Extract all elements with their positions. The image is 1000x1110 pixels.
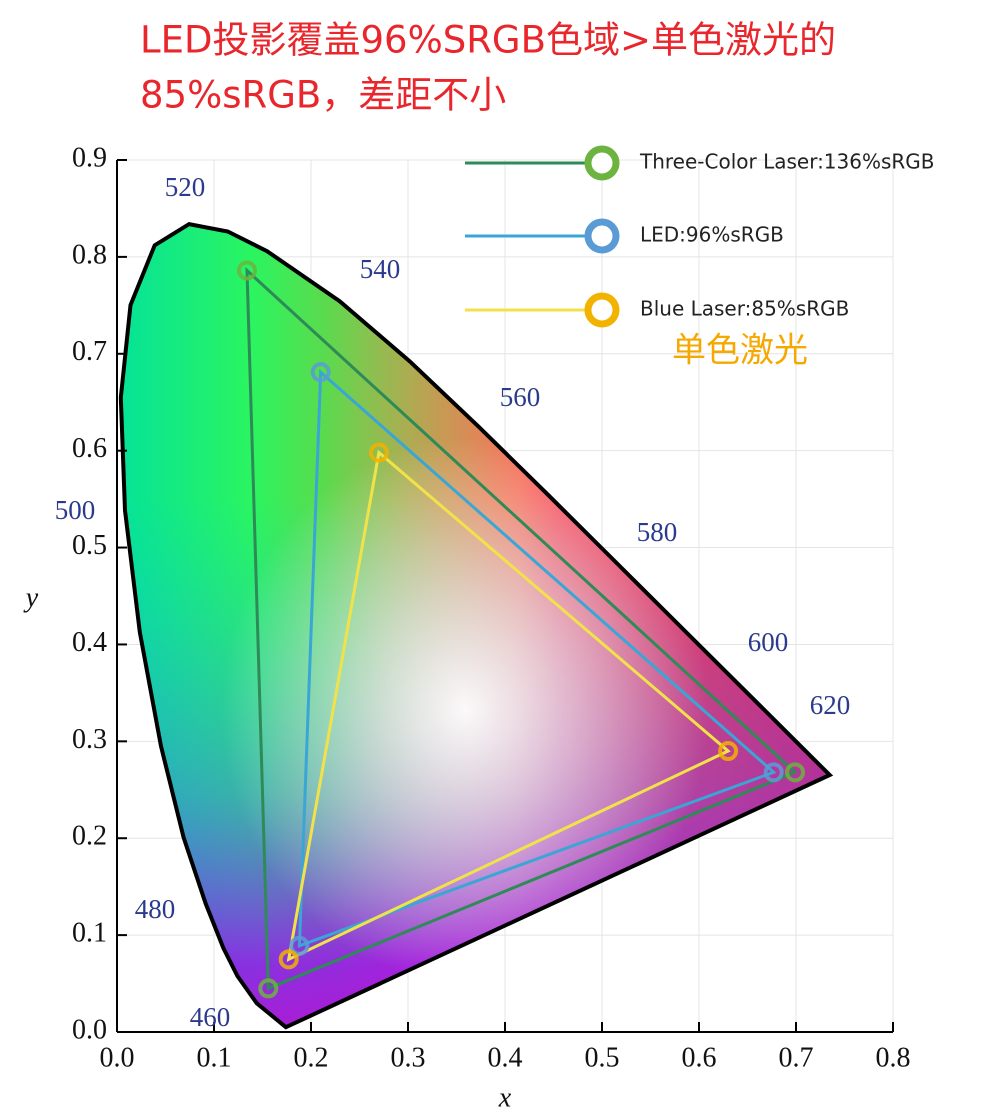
y-tick-label: 0.8 [72,239,107,270]
wavelength-label: 500 [55,495,96,525]
title-line: LED投影覆盖96%SRGB色域>单色激光的 [140,19,836,62]
y-tick-label: 0.1 [72,918,107,949]
y-tick-label: 0.9 [72,142,107,173]
x-tick-label: 0.0 [100,1042,135,1073]
y-tick-label: 0.0 [72,1014,107,1045]
y-tick-label: 0.7 [72,336,107,367]
y-tick-label: 0.2 [72,821,107,852]
x-tick-label: 0.7 [779,1042,814,1073]
y-tick-label: 0.3 [72,724,107,755]
legend-marker [584,145,620,181]
y-tick-label: 0.6 [72,433,107,464]
gamut-triangle [245,266,798,991]
vertex-marker [310,362,331,383]
annotation: 单色激光 [672,331,808,371]
legend-label: LED:96%sRGB [640,223,784,247]
y-tick-label: 0.4 [72,627,107,658]
vertex-marker [785,762,806,783]
legend-marker [584,292,620,328]
x-tick-label: 0.4 [488,1042,523,1073]
legend-label: Three-Color Laser:136%sRGB [639,150,935,174]
wavelength-label: 460 [190,1002,231,1032]
x-axis-label: x [498,1082,512,1110]
title-line: 85%sRGB，差距不小 [140,74,506,117]
wavelength-label: 480 [135,894,176,924]
legend-marker [584,218,620,254]
vertex-marker [289,935,310,956]
wavelength-label: 580 [637,517,678,547]
vertex-marker [718,741,739,762]
wavelength-label: 560 [500,382,541,412]
vertex-marker [368,442,389,463]
x-tick-label: 0.3 [391,1042,426,1073]
x-tick-label: 0.2 [294,1042,329,1073]
wavelength-label: 540 [360,254,401,284]
spectral-locus [118,221,834,1030]
y-tick-label: 0.5 [72,530,107,561]
vertex-marker [763,762,784,783]
vertex-marker [236,260,257,281]
x-tick-label: 0.8 [876,1042,911,1073]
gamut-triangle [297,368,777,948]
wavelength-label: 600 [748,627,789,657]
x-tick-label: 0.1 [197,1042,232,1073]
wavelength-label: 620 [810,690,851,720]
gamut-triangle [286,449,731,962]
x-tick-label: 0.5 [585,1042,620,1073]
wavelength-label: 520 [165,172,206,202]
legend-label: Blue Laser:85%sRGB [640,297,849,321]
x-tick-label: 0.6 [682,1042,717,1073]
vertex-marker [258,978,279,999]
vertex-marker [278,949,299,970]
y-axis-label: y [23,582,39,613]
